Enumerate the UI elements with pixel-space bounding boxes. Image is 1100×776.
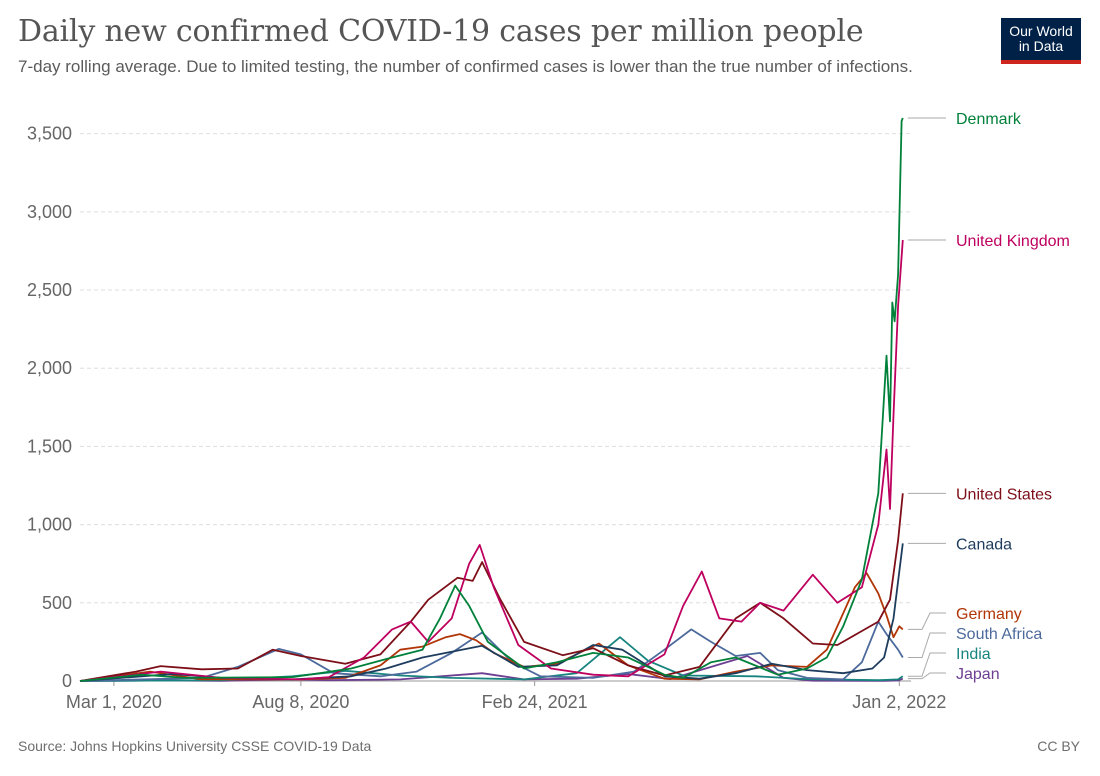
x-tick-label: Aug 8, 2020 — [252, 692, 349, 712]
series-label-denmark: Denmark — [956, 111, 1022, 128]
series-label-united-states: United States — [956, 486, 1052, 503]
series-label-india: India — [956, 646, 991, 663]
series-line-canada — [79, 543, 904, 682]
y-tick-label: 2,000 — [27, 358, 72, 378]
x-axis: Mar 1, 2020 Aug 8, 2020 Feb 24, 2021 Jan 2,… — [66, 680, 946, 712]
series-line-south-africa — [79, 620, 904, 682]
series-labels: Denmark United Kingdom United States Canada… — [907, 111, 1070, 683]
series-line-united-states — [79, 493, 904, 682]
y-tick-label: 1,500 — [27, 436, 72, 456]
y-tick-label: 1,000 — [27, 515, 72, 535]
source-note: Source: Johns Hopkins University CSSE CO… — [18, 738, 372, 754]
chart-subtitle: 7-day rolling average. Due to limited te… — [18, 57, 913, 76]
series-line-germany — [79, 572, 904, 682]
our-world-in-data-logo[interactable]: Our World in Data — [1001, 18, 1081, 64]
series-label-germany: Germany — [956, 606, 1022, 623]
y-axis-ticks: 0 500 1,000 1,500 2,000 2,500 3,000 3,500 — [27, 124, 72, 691]
series-line-denmark — [79, 117, 904, 682]
series-label-south-africa: South Africa — [956, 626, 1042, 643]
logo-line-1: Our World — [1009, 23, 1073, 39]
series-label-united-kingdom: United Kingdom — [956, 233, 1070, 250]
series-label-japan: Japan — [956, 666, 1000, 683]
x-tick-label: Jan 2, 2022 — [852, 692, 946, 712]
leader-line-india — [907, 652, 946, 677]
y-tick-label: 3,500 — [27, 124, 72, 144]
y-tick-label: 0 — [62, 671, 72, 691]
y-tick-label: 3,000 — [27, 202, 72, 222]
chart-title: Daily new confirmed COVID-19 cases per m… — [18, 14, 864, 49]
series-label-canada: Canada — [956, 536, 1012, 553]
grid-lines — [80, 133, 911, 604]
y-tick-label: 500 — [42, 593, 72, 613]
license-note: CC BY — [1037, 738, 1080, 754]
x-tick-label: Mar 1, 2020 — [66, 692, 162, 712]
leader-line-south-africa — [907, 632, 946, 659]
leader-line-germany — [907, 612, 946, 630]
x-tick-label: Feb 24, 2021 — [482, 692, 588, 712]
y-tick-label: 2,500 — [27, 280, 72, 300]
series-line-united-kingdom — [79, 239, 904, 682]
logo-line-2: in Data — [1018, 38, 1064, 54]
leader-line-japan — [907, 672, 946, 680]
series-lines — [79, 117, 904, 682]
